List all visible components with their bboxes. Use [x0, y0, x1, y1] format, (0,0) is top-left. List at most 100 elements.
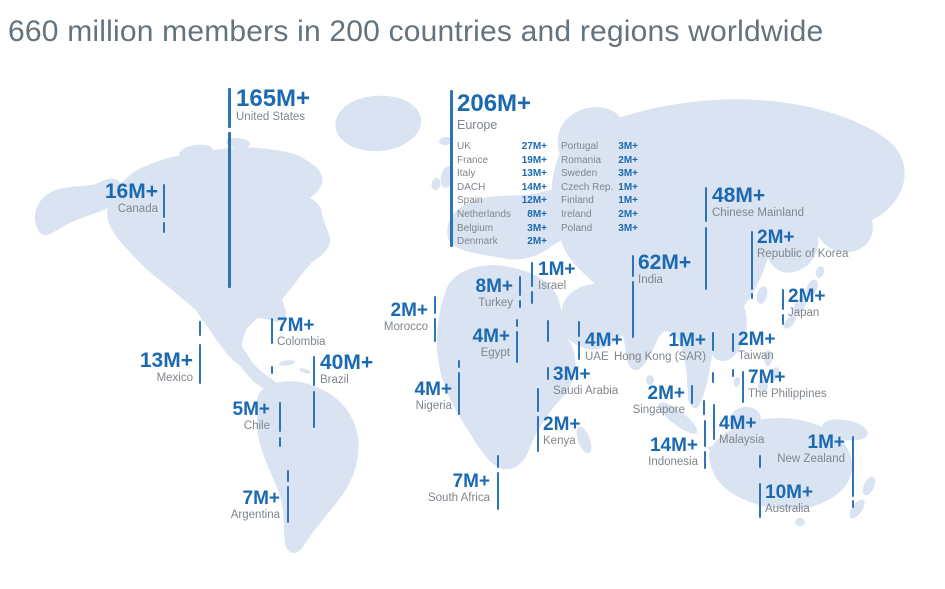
marker-chinese-mainland: 48M+ Chinese Mainland — [712, 185, 804, 220]
leader-line — [852, 436, 854, 497]
europe-row-country: Finland — [561, 195, 594, 207]
leader-line — [313, 356, 315, 386]
europe-row: Spain 12M+ — [457, 194, 547, 208]
land-arctic-island — [226, 137, 250, 149]
marker-value: 7M+ — [277, 315, 315, 336]
marker-country-name: Argentina — [230, 509, 280, 521]
marker-turkey: 8M+ Turkey — [476, 277, 514, 310]
europe-row-value: 2M+ — [618, 154, 638, 166]
marker-country-name: Brazil — [320, 374, 349, 386]
leader-line — [751, 231, 753, 290]
marker-country-name: Singapore — [632, 404, 685, 416]
leader-line — [497, 472, 499, 510]
leader-line — [632, 255, 634, 277]
marker-country-name: India — [638, 274, 663, 286]
marker-colombia: 7M+ Colombia — [277, 316, 326, 349]
europe-row-country: Netherlands — [457, 208, 511, 220]
marker-value: 2M+ — [788, 286, 826, 307]
land-japan — [784, 315, 796, 329]
land-caribbean — [299, 368, 311, 374]
marker-value: 48M+ — [712, 184, 766, 207]
land-philippines — [758, 380, 768, 392]
marker-value: 1M+ — [538, 259, 576, 280]
europe-row-country: DACH — [457, 181, 486, 193]
europe-row-value: 3M+ — [618, 168, 638, 180]
europe-row: Czech Rep. 1M+ — [561, 181, 638, 195]
marker-country-name: South Africa — [427, 492, 490, 504]
europe-row-value: 3M+ — [618, 222, 638, 234]
leader-line — [547, 367, 549, 380]
land-australia — [709, 417, 853, 510]
marker-value: 10M+ — [765, 482, 814, 503]
marker-value: 5M+ — [232, 399, 271, 420]
leader-line — [742, 371, 744, 403]
europe-row: Italy 13M+ — [457, 167, 547, 181]
europe-row-country: France — [457, 154, 489, 166]
leader-line — [537, 388, 539, 412]
europe-row: Sweden 3M+ — [561, 167, 638, 181]
marker-argentina: 7M+ Argentina — [231, 489, 280, 522]
europe-row-value: 14M+ — [521, 181, 547, 193]
leader-line — [703, 400, 705, 415]
leader-line — [578, 341, 580, 360]
leader-line — [271, 318, 273, 344]
europe-row-value: 2M+ — [527, 236, 547, 248]
leader-line — [759, 455, 761, 468]
leader-line — [782, 289, 784, 310]
europe-row-value: 12M+ — [521, 195, 547, 207]
marker-country-name: Morocco — [383, 321, 428, 333]
leader-line — [287, 470, 289, 482]
marker-value: 4M+ — [585, 330, 623, 351]
marker-value: 4M+ — [719, 413, 757, 434]
marker-india: 62M+ India — [638, 252, 691, 287]
leader-line — [279, 402, 281, 432]
marker-chile: 5M+ Chile — [233, 400, 271, 433]
leader-line — [516, 331, 518, 363]
marker-country-name: UAE — [585, 351, 609, 363]
europe-row: Finland 1M+ — [561, 194, 638, 208]
leader-line — [732, 333, 734, 352]
europe-row: Belgium 3M+ — [457, 222, 547, 236]
marker-country-name: Hong Kong (SAR) — [613, 351, 706, 363]
marker-taiwan: 2M+ Taiwan — [738, 330, 776, 363]
leader-line — [434, 318, 436, 342]
marker-country-name: Kenya — [543, 435, 576, 447]
marker-country-name: Republic of Korea — [757, 248, 849, 260]
europe-row-country: Portugal — [561, 141, 599, 152]
land-arctic-island — [179, 144, 213, 160]
land-north-america — [107, 147, 331, 408]
marker-value: 4M+ — [472, 326, 511, 347]
europe-row-value: 27M+ — [521, 141, 547, 152]
land-greenland — [335, 95, 422, 152]
marker-country-name: Chile — [243, 420, 270, 432]
marker-brazil: 40M+ Brazil — [320, 352, 373, 387]
europe-value: 206M+ — [457, 90, 532, 117]
europe-row: UK 27M+ — [457, 140, 547, 154]
leader-line — [782, 314, 784, 325]
land-alaska — [34, 178, 124, 235]
europe-panel: 206M+ Europe UK 27M+ France 19M+ Italy 13M+ DA… — [457, 91, 638, 249]
europe-row-country: Ireland — [561, 208, 592, 220]
land-japan — [815, 266, 825, 278]
europe-row-value: 2M+ — [618, 208, 638, 220]
marker-value: 7M+ — [452, 471, 491, 492]
leader-line — [313, 391, 315, 428]
leader-line — [732, 369, 734, 377]
leader-line — [287, 486, 289, 523]
land-korea — [756, 286, 768, 304]
leader-line — [751, 293, 753, 299]
marker-nigeria: 4M+ Nigeria — [415, 380, 453, 413]
marker-country-name: Taiwan — [738, 350, 774, 362]
marker-country-name: Canada — [117, 203, 158, 215]
land-arctic-island — [257, 152, 279, 164]
europe-row: Netherlands 8M+ — [457, 208, 547, 222]
land-new-zealand-north — [862, 476, 876, 496]
marker-country-name: Israel — [538, 280, 567, 292]
marker-kenya: 2M+ Kenya — [543, 415, 581, 448]
europe-row-value: 19M+ — [521, 154, 547, 166]
marker-value: 165M+ — [236, 85, 311, 112]
land-japan — [793, 295, 807, 315]
europe-row-value: 3M+ — [618, 141, 638, 152]
